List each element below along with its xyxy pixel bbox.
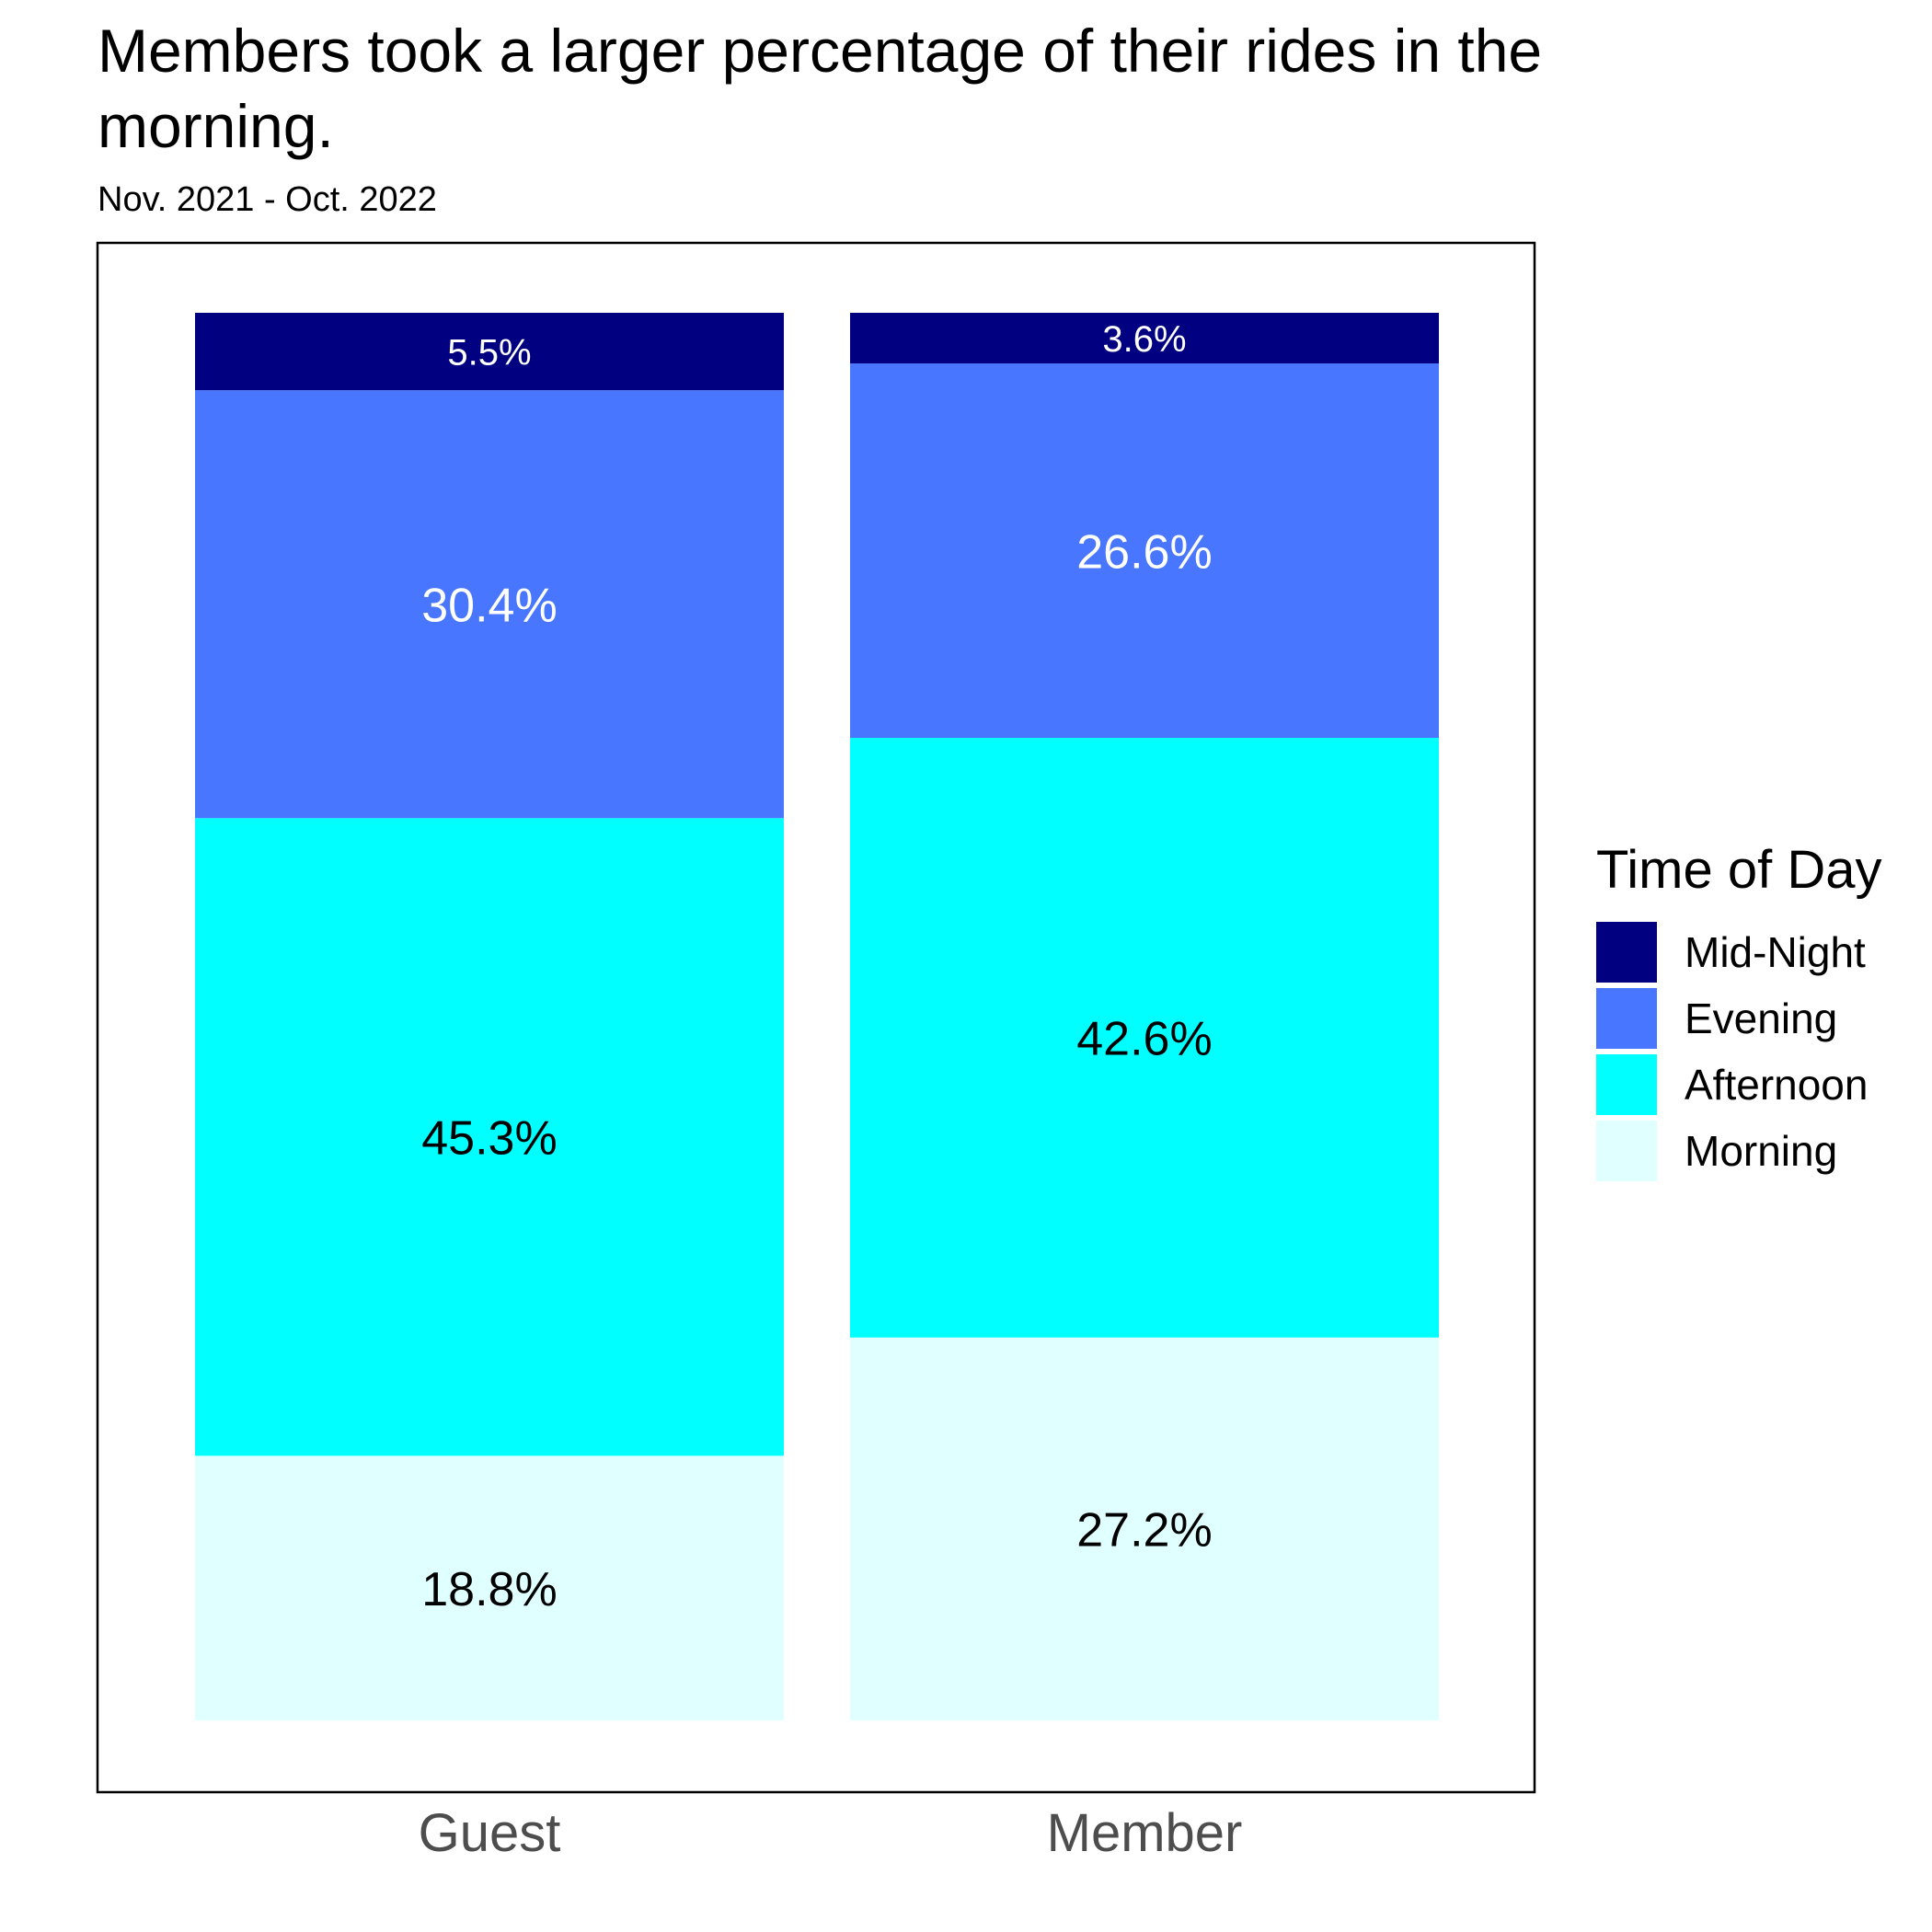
bar-guest-evening xyxy=(195,390,784,819)
legend-label-mid-night: Mid-Night xyxy=(1685,928,1866,976)
legend-items: Mid-Night Evening Afternoon Morning xyxy=(1596,919,1881,1184)
legend-swatch-mid-night xyxy=(1596,922,1657,983)
legend-item-afternoon: Afternoon xyxy=(1596,1052,1881,1118)
bars-layer: 18.8% 45.3% 30.4% 5.5% 27.2% 42.6% 26.6% 3.6% xyxy=(195,313,1439,1720)
legend-item-morning: Morning xyxy=(1596,1118,1881,1184)
bar-member-evening xyxy=(850,363,1439,739)
plot-panel-border xyxy=(96,241,1536,1794)
legend-label-morning: Morning xyxy=(1685,1127,1838,1175)
bar-member-morning xyxy=(850,1337,1439,1720)
legend-label-afternoon: Afternoon xyxy=(1685,1061,1869,1109)
legend-item-mid-night: Mid-Night xyxy=(1596,919,1881,985)
legend-swatch-morning xyxy=(1596,1121,1657,1181)
legend-title: Time of Day xyxy=(1596,840,1882,900)
data-label-member-morning: 27.2% xyxy=(1076,1504,1212,1558)
legend-swatch-afternoon xyxy=(1596,1054,1657,1115)
legend-item-evening: Evening xyxy=(1596,985,1881,1052)
chart-title: Members took a larger percentage of thei… xyxy=(98,17,1543,160)
data-label-member-evening: 26.6% xyxy=(1076,525,1212,579)
legend-swatch-evening xyxy=(1596,988,1657,1049)
legend: Time of Day Mid-Night Evening Afternoon Mor… xyxy=(1596,839,1881,1184)
data-label-member-afternoon: 42.6% xyxy=(1076,1013,1212,1066)
data-label-guest-morning: 18.8% xyxy=(421,1563,557,1616)
data-label-guest-mid-night: 5.5% xyxy=(447,332,531,373)
x-tick-label-guest: Guest xyxy=(419,1803,561,1863)
x-tick-label-member: Member xyxy=(1047,1803,1243,1863)
bar-guest-morning xyxy=(195,1455,784,1720)
bar-member-afternoon xyxy=(850,738,1439,1338)
x-axis: Guest Member xyxy=(419,1803,1243,1863)
data-label-guest-afternoon: 45.3% xyxy=(421,1112,557,1166)
bar-guest-mid-night xyxy=(195,313,784,391)
bar-guest-afternoon xyxy=(195,818,784,1456)
chart-subtitle: Nov. 2021 - Oct. 2022 xyxy=(98,180,437,219)
bar-member-mid-night xyxy=(850,313,1439,364)
data-label-guest-evening: 30.4% xyxy=(421,579,557,632)
legend-label-evening: Evening xyxy=(1685,995,1838,1042)
data-label-member-mid-night: 3.6% xyxy=(1102,319,1186,360)
